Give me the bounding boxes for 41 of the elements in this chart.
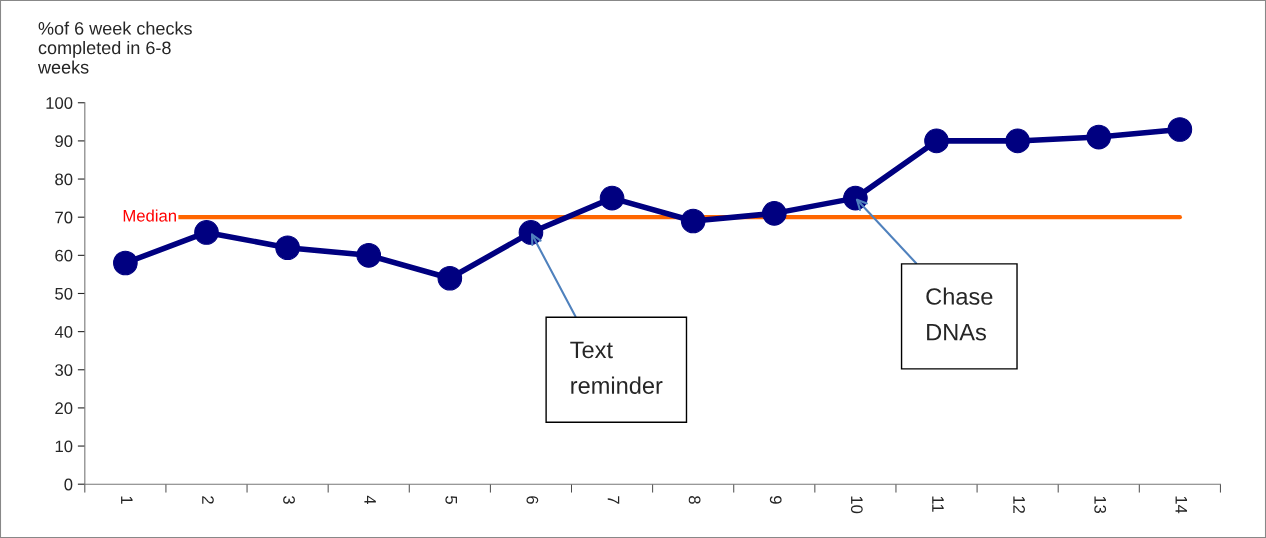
- point: [1167, 117, 1193, 142]
- x-tick-label: 6: [526, 496, 539, 504]
- ref-line-label: Median: [123, 209, 176, 222]
- annotation: Text reminder: [570, 341, 663, 394]
- y-axis-title: %of 6 week checks completed in 6-8 weeks: [37, 21, 192, 74]
- x-tick-label: 9: [769, 496, 782, 504]
- point: [275, 235, 300, 261]
- y-tick-label: 100: [46, 97, 73, 109]
- x-tick-label: 5: [445, 495, 457, 504]
- point: [680, 208, 706, 234]
- x-tick-label: 4: [364, 495, 376, 505]
- x-tick-label: 8: [688, 496, 701, 504]
- point: [599, 185, 625, 211]
- x-tick-label: 13: [1094, 496, 1107, 514]
- x-tick-label: 7: [607, 496, 620, 504]
- x-tick-label: 2: [202, 496, 214, 504]
- point: [1005, 128, 1030, 154]
- x-tick-label: 11: [932, 496, 944, 512]
- point: [194, 220, 219, 245]
- y-tick-label: 10: [55, 440, 73, 453]
- point: [113, 250, 138, 276]
- point: [761, 201, 787, 226]
- x-tick-label: 3: [283, 495, 295, 504]
- y-tick-label: 60: [55, 249, 73, 262]
- y-tick-label: 20: [55, 402, 73, 415]
- y-tick-label: 80: [55, 173, 73, 186]
- x-tick-label: 10: [850, 496, 863, 514]
- x-tick-label: 14: [1175, 496, 1188, 514]
- point: [356, 243, 382, 268]
- x-tick-label: 12: [1013, 496, 1025, 514]
- y-tick-label: 0: [64, 478, 73, 491]
- y-tick-label: 40: [54, 326, 73, 338]
- point: [437, 265, 463, 291]
- annotation: Chase DNAs: [926, 287, 993, 341]
- y-tick-label: 90: [55, 135, 73, 148]
- y-tick-label: 70: [55, 211, 73, 224]
- x-tick-label: 1: [121, 496, 133, 504]
- point: [924, 128, 949, 154]
- point: [1086, 124, 1112, 150]
- y-tick-label: 30: [55, 364, 73, 376]
- y-tick-label: 50: [55, 287, 73, 300]
